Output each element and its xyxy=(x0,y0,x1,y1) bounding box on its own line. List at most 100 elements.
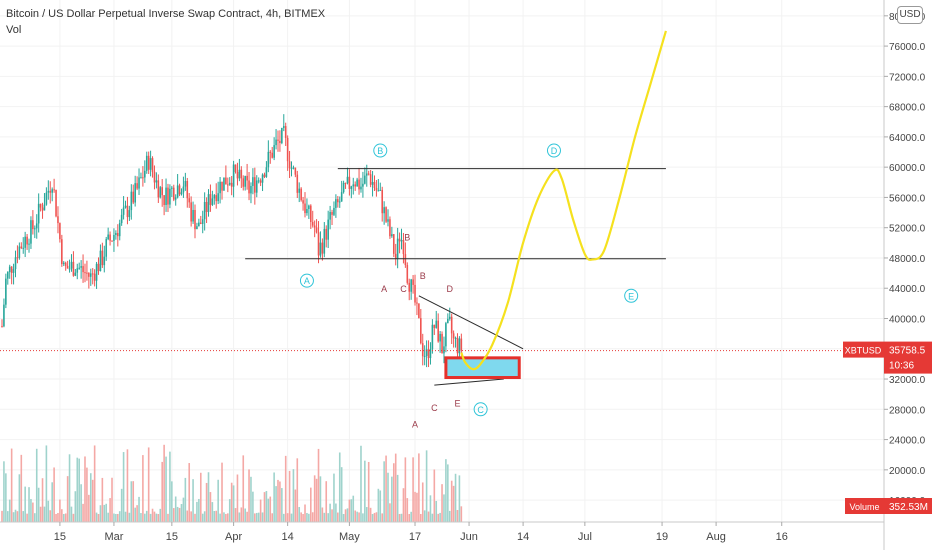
candle-body xyxy=(225,177,227,185)
volume-bar xyxy=(118,511,121,522)
volume-bar xyxy=(277,479,279,522)
volume-bar xyxy=(66,476,69,522)
candle-body xyxy=(319,242,322,256)
volume-bar xyxy=(86,467,88,522)
volume-bar xyxy=(321,507,324,522)
candle-body xyxy=(250,185,252,194)
circled-label-text: E xyxy=(628,291,634,301)
circled-label-ring xyxy=(624,288,639,303)
candle-body xyxy=(30,220,32,244)
volume-bar xyxy=(18,474,21,522)
volume-bar xyxy=(43,506,46,522)
volume-bar xyxy=(171,481,173,522)
candle-body xyxy=(458,338,461,354)
candle-body xyxy=(120,214,123,224)
x-tick-label: 17 xyxy=(409,531,421,543)
candle-body xyxy=(35,223,38,229)
volume-bar xyxy=(47,500,50,522)
volume-bar xyxy=(292,469,295,522)
candle-body xyxy=(329,212,331,220)
candle-body xyxy=(111,240,113,242)
candle-body xyxy=(362,183,364,187)
volume-bar xyxy=(242,455,245,522)
candle-body xyxy=(420,318,422,344)
candle-body xyxy=(364,175,366,184)
volume-bar xyxy=(101,477,104,522)
candle-body xyxy=(379,189,382,191)
circled-label-ring xyxy=(473,402,488,417)
candle-body xyxy=(346,176,349,184)
volume-bar xyxy=(55,513,57,522)
candle-body xyxy=(448,316,451,319)
volume-bar xyxy=(362,513,364,522)
volume-bar xyxy=(379,490,382,522)
candle-body xyxy=(308,205,310,209)
price-tag-bg xyxy=(884,341,932,374)
candle-body xyxy=(221,181,223,191)
volume-bar xyxy=(227,513,229,522)
price-tag-countdown: 10:36 xyxy=(889,361,914,372)
volume-bar xyxy=(364,460,366,522)
candle-body xyxy=(288,161,291,169)
volume-bar xyxy=(248,469,250,522)
candle-body xyxy=(391,234,393,237)
candle-body xyxy=(201,219,204,224)
volume-bar xyxy=(151,508,154,522)
wave-label: A xyxy=(412,419,418,429)
x-tick-label: Jul xyxy=(578,531,592,543)
volume-bar xyxy=(302,513,304,522)
volume-bar xyxy=(184,477,187,522)
volume-bar xyxy=(252,491,254,522)
volume-bar xyxy=(62,514,65,522)
volume-bar xyxy=(352,495,355,522)
candle-body xyxy=(269,151,272,153)
candle-body xyxy=(53,189,55,191)
volume-bar xyxy=(315,478,318,522)
symbol-tag-text: XBTUSD xyxy=(845,346,882,356)
volume-bar xyxy=(387,472,389,522)
volume-bar xyxy=(144,513,146,522)
volume-bar xyxy=(217,479,219,522)
candle-body xyxy=(184,180,187,187)
volume-bar xyxy=(452,485,455,522)
chart-legend: Bitcoin / US Dollar Perpetual Inverse Sw… xyxy=(6,6,325,38)
candle-body xyxy=(275,139,277,146)
candle-body xyxy=(172,187,175,200)
candle-body xyxy=(66,265,69,269)
candle-body xyxy=(447,318,449,324)
candle-body xyxy=(113,234,115,242)
volume-bar xyxy=(375,512,378,522)
x-tick-label: 19 xyxy=(656,531,668,543)
volume-bar xyxy=(367,461,370,522)
candle-body xyxy=(254,177,256,193)
volume-bar xyxy=(354,510,356,522)
candle-body xyxy=(261,174,264,183)
candle-body xyxy=(315,227,318,233)
candle-body xyxy=(10,266,13,273)
volume-bar xyxy=(267,498,270,522)
volume-bar xyxy=(323,512,326,522)
volume-bar xyxy=(149,513,152,522)
currency-button[interactable]: USD xyxy=(897,6,923,24)
candle-body xyxy=(373,181,376,188)
candle-body xyxy=(310,205,312,222)
candle-body xyxy=(171,187,173,189)
candle-body xyxy=(219,181,221,194)
volume-bar xyxy=(456,509,459,522)
volume-bar xyxy=(265,490,268,522)
symbol-tag-bg xyxy=(843,341,884,358)
volume-bar xyxy=(136,505,138,522)
volume-bar xyxy=(155,513,158,522)
candle-body xyxy=(186,180,189,199)
volume-bar xyxy=(279,481,281,522)
volume-tag-label: Volume xyxy=(849,502,879,512)
volume-bar xyxy=(172,508,175,522)
volume-bar xyxy=(254,513,256,522)
candle-body xyxy=(421,343,424,357)
volume-bar xyxy=(304,504,306,522)
candle-body xyxy=(59,223,61,240)
y-tick-label: 52000.0 xyxy=(889,224,926,235)
candle-body xyxy=(396,238,399,259)
candle-body xyxy=(406,265,409,283)
